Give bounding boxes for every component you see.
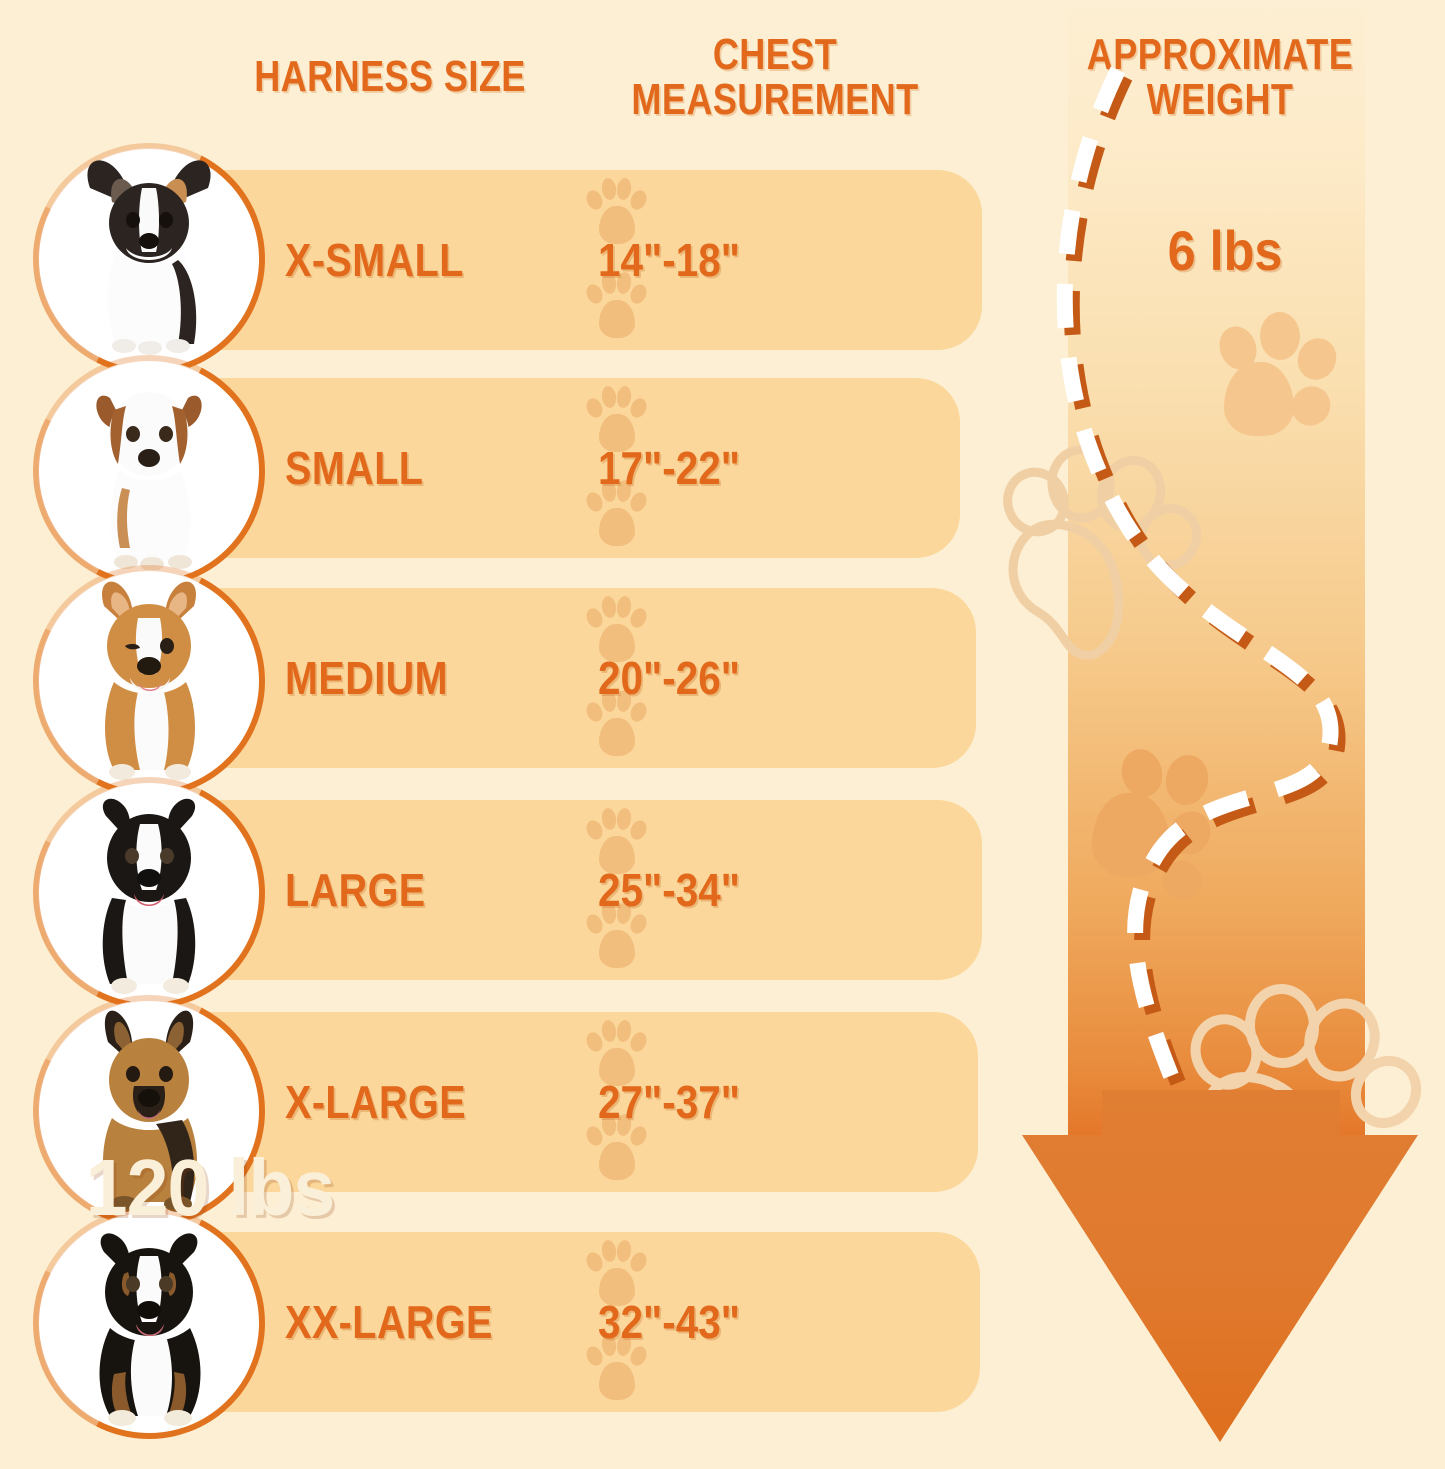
header-chest-line1: CHEST bbox=[712, 30, 838, 79]
weight-min-label: 6 lbs bbox=[1167, 219, 1283, 282]
row-pill bbox=[140, 378, 960, 558]
header-harness-size: HARNESS SIZE bbox=[254, 52, 526, 101]
paw-print-icon bbox=[583, 1332, 650, 1404]
weight-arrow-down-icon bbox=[1022, 1090, 1418, 1442]
paw-print-icon bbox=[583, 806, 650, 878]
harness-size-value: XX-LARGE bbox=[285, 1296, 493, 1348]
table-row: MEDIUM 20"-26" bbox=[140, 588, 976, 768]
row-pill bbox=[140, 800, 982, 980]
dashed-weight-path bbox=[1056, 66, 1346, 1121]
header-approximate-weight: APPROXIMATE WEIGHT bbox=[1040, 30, 1401, 124]
table-row: LARGE 25"-34" bbox=[140, 800, 982, 980]
paw-print-icon bbox=[583, 594, 650, 666]
weight-max-label: 120 lbs bbox=[85, 1143, 335, 1232]
harness-size-value: MEDIUM bbox=[285, 652, 449, 704]
paw-divider bbox=[583, 800, 654, 980]
dog-photo-german-shepherd bbox=[38, 1000, 260, 1222]
table-row: X-SMALL 14"-18" bbox=[140, 170, 982, 350]
harness-size-value: X-SMALL bbox=[285, 234, 464, 286]
harness-size-value: X-LARGE bbox=[285, 1076, 467, 1128]
table-row: X-LARGE 27"-37" bbox=[140, 1012, 978, 1192]
paw-print-icon bbox=[583, 1018, 650, 1090]
harness-size-value: LARGE bbox=[285, 864, 426, 916]
dog-photo-bernese-mountain-dog bbox=[38, 1212, 260, 1434]
dog-illustration bbox=[99, 1233, 201, 1426]
header-weight-line1: APPROXIMATE bbox=[1086, 30, 1354, 79]
dog-photo-jack-russell-terrier bbox=[38, 360, 260, 582]
row-pill bbox=[140, 170, 982, 350]
dog-illustration bbox=[103, 1010, 197, 1212]
row-pill bbox=[140, 1012, 978, 1192]
paw-print-icon bbox=[583, 270, 650, 342]
header-chest-measurement: CHEST MEASUREMENT bbox=[603, 30, 947, 124]
chest-measurement-value: 20"-26" bbox=[598, 652, 740, 704]
dog-photo-papillon bbox=[38, 148, 260, 370]
paw-divider bbox=[583, 378, 654, 558]
paw-print-icon bbox=[583, 176, 650, 248]
row-pill bbox=[140, 588, 976, 768]
dog-illustration bbox=[102, 798, 196, 994]
paw-print-icon bbox=[583, 1238, 650, 1310]
chest-measurement-value: 14"-18" bbox=[598, 234, 740, 286]
table-row: SMALL 17"-22" bbox=[140, 378, 960, 558]
paw-filled-decor-top bbox=[1213, 310, 1358, 450]
paw-divider bbox=[583, 1012, 654, 1192]
paw-divider bbox=[583, 170, 654, 350]
weight-gradient-band bbox=[1068, 0, 1365, 1135]
paw-print-icon bbox=[583, 1112, 650, 1184]
dog-illustration bbox=[96, 392, 202, 571]
chest-measurement-value: 25"-34" bbox=[598, 864, 740, 916]
chest-measurement-value: 32"-43" bbox=[598, 1296, 740, 1348]
paw-divider bbox=[583, 1232, 654, 1412]
row-pill bbox=[140, 1232, 980, 1412]
dog-illustration bbox=[102, 581, 196, 780]
paw-print-icon bbox=[583, 384, 650, 456]
dog-photo-border-collie bbox=[38, 782, 260, 1004]
dog-photo-pembroke-welsh-corgi bbox=[38, 570, 260, 792]
table-row: XX-LARGE 32"-43" bbox=[140, 1232, 980, 1412]
harness-size-value: SMALL bbox=[285, 442, 424, 494]
paw-print-icon bbox=[583, 478, 650, 550]
paw-outline-watermark-upper bbox=[1003, 445, 1202, 660]
chest-measurement-value: 27"-37" bbox=[598, 1076, 740, 1128]
chest-measurement-value: 17"-22" bbox=[598, 442, 740, 494]
paw-print-icon bbox=[583, 688, 650, 760]
dog-illustration bbox=[87, 160, 211, 355]
paw-divider bbox=[583, 588, 654, 768]
header-chest-line2: MEASUREMENT bbox=[631, 74, 919, 124]
header-weight-line2: WEIGHT bbox=[1146, 74, 1294, 124]
paw-print-icon bbox=[583, 900, 650, 972]
